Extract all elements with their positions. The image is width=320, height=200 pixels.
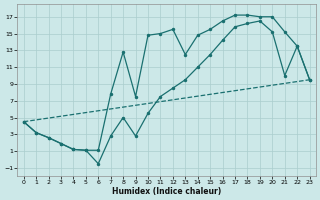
X-axis label: Humidex (Indice chaleur): Humidex (Indice chaleur) [112, 187, 221, 196]
